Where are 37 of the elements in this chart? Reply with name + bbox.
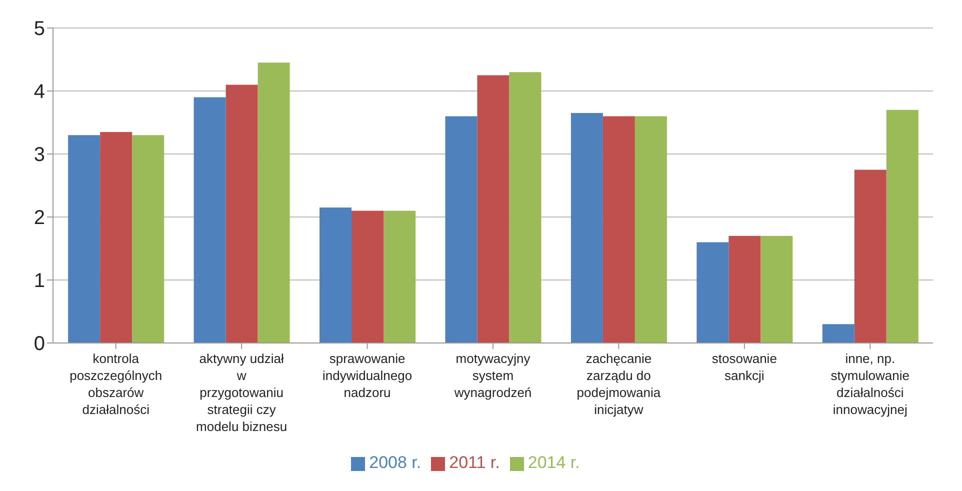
bar <box>226 84 258 343</box>
y-tick-label: 2 <box>34 207 45 230</box>
y-tick-label: 1 <box>34 270 45 292</box>
bar <box>194 97 226 343</box>
bar <box>445 116 478 343</box>
x-tick-label: zachęcanie zarządu do podejmowania inicjatyw <box>576 351 662 417</box>
bar <box>352 210 384 343</box>
bar <box>384 210 416 343</box>
x-tick-label: sprawowanie indywidualnego nadzoru <box>322 351 412 400</box>
bar <box>634 116 667 343</box>
bar <box>822 324 854 343</box>
bar <box>258 62 290 343</box>
x-tick-label: kontrola poszczególnych obszarów działalności <box>70 351 162 417</box>
x-tick-label: stosowanie sankcji <box>712 351 777 383</box>
legend-label: 2008 r. <box>369 453 422 472</box>
bar <box>886 110 918 343</box>
bar <box>696 242 729 343</box>
bar <box>509 72 542 343</box>
x-tick-label: aktywny udział w przygotowaniu strategii czy modelu biznesu <box>196 351 288 434</box>
bar <box>100 132 132 343</box>
bar <box>760 236 793 343</box>
bar <box>477 75 510 343</box>
bar <box>728 236 761 343</box>
legend-label: 2014 r. <box>528 453 580 472</box>
y-tick-label: 0 <box>34 333 45 356</box>
bar <box>602 116 635 343</box>
x-tick-label: inne, np. stymulowanie działalności innowacyjnej <box>830 351 910 417</box>
bar <box>68 135 100 343</box>
bar <box>854 170 886 343</box>
x-tick-label: motywacyjny system wynagrodzeń <box>453 351 532 400</box>
legend-label: 2011 r. <box>449 453 500 472</box>
y-tick-label: 4 <box>34 81 45 104</box>
bar <box>570 113 603 343</box>
bar <box>132 135 164 343</box>
bar <box>320 208 352 343</box>
y-tick-label: 3 <box>34 144 45 166</box>
y-tick-label: 5 <box>34 18 45 40</box>
